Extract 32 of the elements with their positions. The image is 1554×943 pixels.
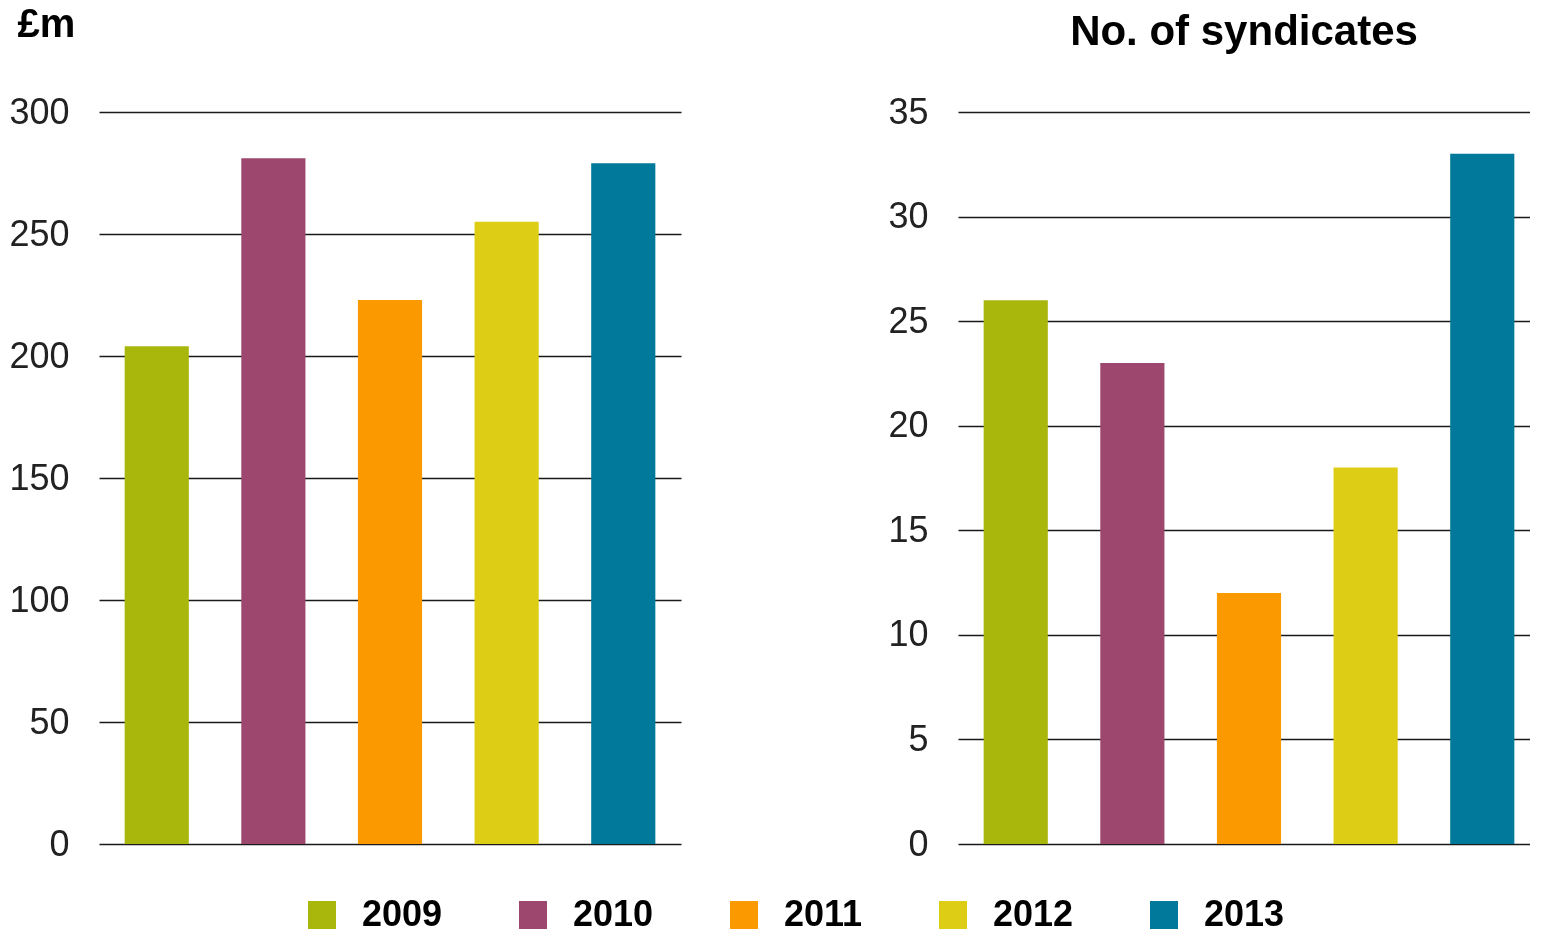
y-tick-label: 300 — [9, 90, 70, 132]
y-tick-label: 35 — [888, 90, 929, 132]
y-tick-label: 200 — [9, 334, 70, 376]
y-tick-label: 30 — [888, 195, 929, 237]
y-tick-label: 0 — [908, 822, 929, 864]
bar — [1333, 467, 1398, 844]
y-tick-label: 150 — [9, 456, 70, 498]
y-axis-title: £m — [17, 0, 76, 45]
bar — [1216, 593, 1282, 844]
y-tick-label: 25 — [888, 299, 929, 341]
legend-label: 2010 — [573, 893, 654, 934]
bar — [357, 299, 423, 844]
bar — [983, 300, 1048, 844]
y-tick-label: 0 — [49, 822, 70, 864]
chart-title: No. of syndicates — [1070, 7, 1418, 54]
bar — [241, 158, 306, 844]
y-tick-label: 15 — [888, 508, 929, 550]
bar — [591, 163, 656, 844]
legend-label: 2009 — [362, 893, 443, 934]
y-tick-label: 20 — [888, 404, 929, 446]
bar — [124, 346, 189, 844]
y-tick-label: 5 — [908, 717, 929, 759]
bar — [1100, 362, 1165, 844]
legend-label: 2012 — [993, 893, 1074, 934]
y-tick-label: 10 — [888, 613, 929, 655]
bar — [1450, 153, 1515, 844]
legend-label: 2011 — [784, 893, 863, 934]
y-tick-label: 100 — [9, 578, 70, 620]
legend-label: 2013 — [1204, 893, 1285, 934]
y-tick-label: 250 — [9, 212, 70, 254]
bar — [474, 221, 539, 844]
y-tick-label: 50 — [29, 700, 70, 742]
